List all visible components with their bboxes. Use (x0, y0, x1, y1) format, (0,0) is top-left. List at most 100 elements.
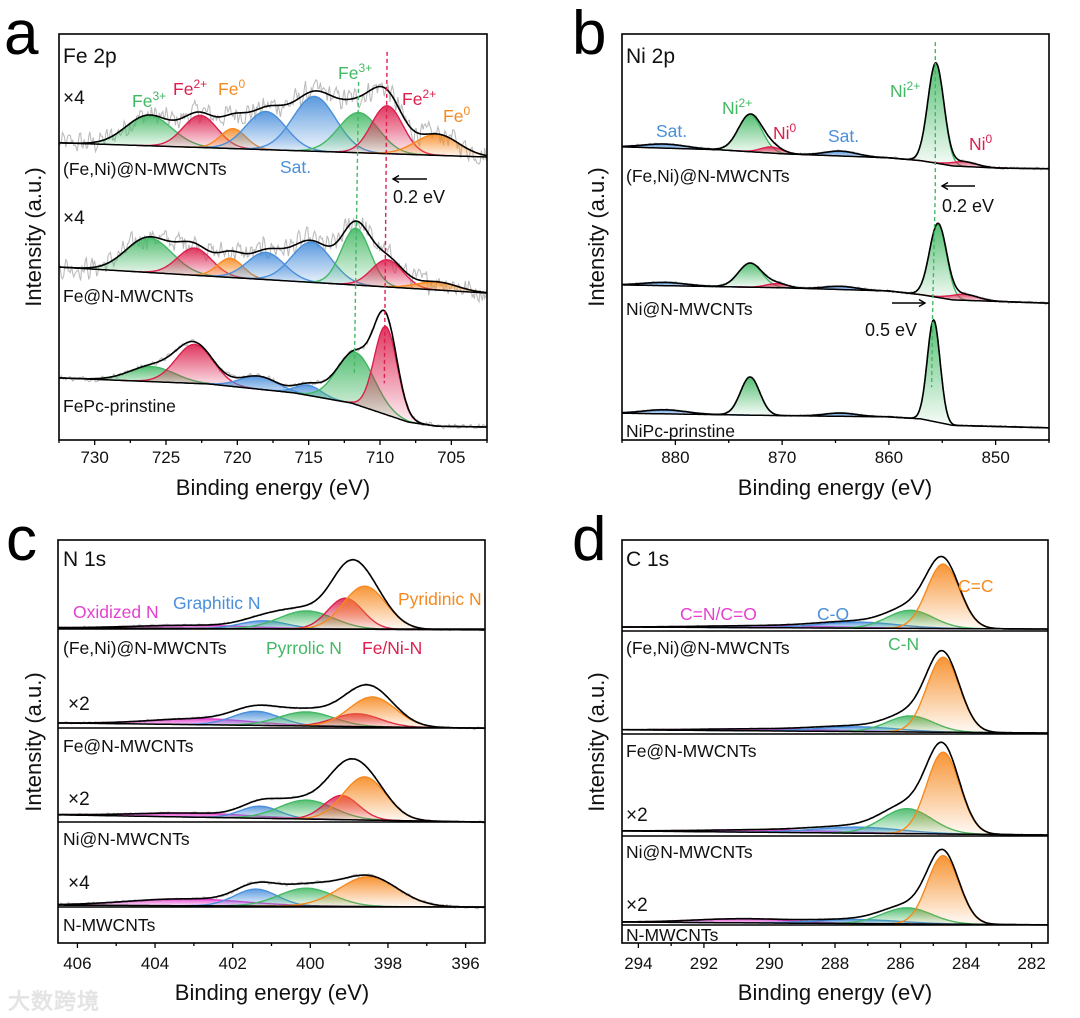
raw-data-line (59, 217, 487, 304)
peak-fill (358, 281, 487, 293)
envelope-line (59, 309, 487, 428)
x-tick-label: 710 (366, 448, 394, 467)
background-line (58, 814, 485, 823)
sample-label: FePc-prinstine (63, 396, 176, 416)
spectrum (58, 683, 485, 730)
multiplier-label: ×2 (68, 789, 90, 810)
background-line (59, 142, 487, 158)
peak-label-text: Fe/Ni-N (362, 638, 422, 658)
peak-fill (164, 711, 350, 727)
peak-label: C-N (888, 634, 919, 654)
peak-fill (120, 344, 268, 391)
panel-c: c N 1s (Fe,Ni)@N-MWCNTs Fe@N-MWCNTs ×2 Ni@N-M… (6, 505, 486, 1005)
spectrum (59, 79, 487, 165)
background-line (622, 146, 1049, 170)
panel-letter: d (572, 505, 606, 574)
peak-fill (352, 134, 487, 157)
multiplier-label: ×4 (63, 208, 85, 229)
peak-fill (229, 96, 400, 155)
x-tick-label: 402 (218, 954, 246, 973)
peak-label: Fe3+ (338, 61, 372, 83)
panel-title: N 1s (63, 548, 106, 571)
x-tick-label: 284 (952, 954, 980, 973)
peak-label-text: Ni (969, 134, 986, 154)
spectrum (59, 217, 487, 304)
sample-label: Fe@N-MWCNTs (63, 286, 194, 306)
peak-label: Ni2+ (722, 96, 752, 118)
peak-label-text: Pyridinic N (398, 589, 482, 609)
peak-label: Fe0 (218, 77, 245, 99)
peak-fill (192, 252, 340, 285)
peak-label-text: Fe (443, 106, 463, 126)
peak-fill (340, 326, 432, 426)
multiplier-label: ×2 (626, 895, 648, 916)
peak-label-text: Pyrrolic N (266, 638, 342, 658)
peak-label-text: Ni (773, 123, 790, 143)
peak-label: Sat. (280, 157, 311, 177)
peak-label-text: Ni (722, 98, 739, 118)
x-tick-label: 288 (821, 954, 849, 973)
peak-fill (198, 888, 415, 907)
spectrum (58, 873, 485, 910)
envelope-line (622, 741, 1048, 836)
arrow-head-icon (918, 298, 927, 308)
envelope-line (622, 555, 1048, 630)
sample-label: (Fe,Ni)@N-MWCNTs (626, 638, 790, 658)
peak-label-superscript: 0 (463, 104, 470, 118)
peak-label-superscript: 0 (238, 77, 245, 91)
panel-title: Ni 2p (626, 45, 675, 68)
peak-fill (280, 697, 466, 728)
spectrum (622, 555, 1048, 631)
peak-fill (281, 352, 429, 425)
peak-label-text: Fe (173, 79, 193, 99)
peak-fill (878, 564, 1009, 629)
sample-label: Fe@N-MWCNTs (626, 741, 757, 761)
y-axis-title: Intensity (a.u.) (21, 167, 46, 306)
x-axis-title: Binding energy (eV) (738, 980, 932, 1005)
watermark: 大数跨境 (8, 984, 100, 1016)
peak-label-superscript: 3+ (358, 61, 372, 75)
peak-label: Ni2+ (890, 79, 920, 101)
background-line (622, 729, 1048, 734)
envelope-line (58, 757, 485, 823)
peak-label-superscript: 2+ (739, 96, 753, 110)
peak-label: Fe0 (443, 104, 470, 126)
envelope-line (622, 62, 1049, 170)
peak-label: Ni0 (773, 121, 797, 143)
x-tick-label: 880 (661, 448, 689, 467)
envelope-line (622, 848, 1048, 926)
x-tick-label: 404 (141, 954, 169, 973)
peak-fill (171, 889, 341, 907)
plot-area (58, 558, 485, 910)
peak-fill (126, 248, 263, 280)
x-tick-label: 294 (624, 954, 652, 973)
multiplier-label: ×2 (626, 805, 648, 826)
x-tick-label: 400 (296, 954, 324, 973)
x-tick-label: 398 (374, 954, 402, 973)
axes-frame (621, 33, 1050, 441)
sample-label: (Fe,Ni)@N-MWCNTs (63, 638, 227, 658)
background-line (622, 830, 1048, 836)
peak-label: Graphitic N (173, 593, 261, 613)
x-tick-label: 850 (981, 448, 1009, 467)
x-axis-title: Binding energy (eV) (175, 980, 369, 1005)
peak-label: Fe2+ (402, 87, 436, 109)
peak-label: Pyrrolic N (266, 638, 342, 658)
peak-fill (878, 752, 1009, 835)
peak-label-text: Fe (132, 91, 152, 111)
x-tick-label: 720 (223, 448, 251, 467)
peak-fill (908, 320, 959, 426)
raw-data-line (622, 223, 1049, 306)
peak-fill (198, 610, 415, 630)
spectrum (58, 757, 485, 825)
peak-label: C-O (817, 604, 849, 624)
envelope-line (58, 558, 485, 631)
peak-label-text: C-O (817, 604, 849, 624)
peak-label: Oxidized N (73, 602, 159, 622)
plot-area (622, 555, 1048, 926)
panel-title: C 1s (626, 548, 669, 571)
y-axis-title: Intensity (a.u.) (21, 672, 46, 811)
peak-fill (178, 258, 281, 281)
y-axis-title: Intensity (a.u.) (584, 672, 609, 811)
